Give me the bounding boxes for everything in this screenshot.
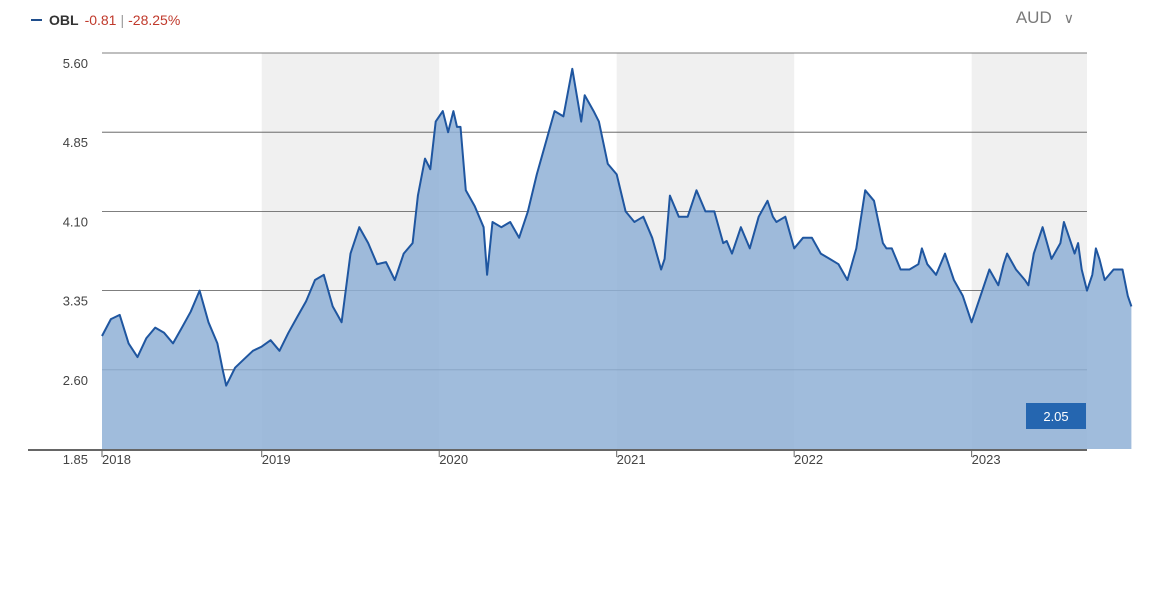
last-value-badge: 2.05 (1026, 403, 1086, 429)
series-line (101, 67, 1133, 387)
last-value-bg (1026, 403, 1086, 429)
x-tick-label: 2019 (262, 452, 291, 467)
currency-selector[interactable]: AUD ∨ (1016, 8, 1074, 28)
last-value-text: 2.05 (1043, 409, 1068, 424)
y-tick-label: 4.10 (63, 214, 88, 229)
y-tick-label: 1.85 (63, 452, 88, 467)
x-tick-label: 2021 (617, 452, 646, 467)
y-tick-label: 4.85 (63, 135, 88, 150)
legend-ticker: OBL (49, 12, 79, 28)
currency-label: AUD (1015, 8, 1052, 27)
series-line-swatch (31, 19, 42, 21)
area-layer (101, 67, 1133, 450)
y-axis: 5.60 4.85 4.10 3.35 2.60 1.85 (63, 56, 88, 467)
x-tick-label: 2022 (794, 452, 823, 467)
chevron-down-icon: ∨ (1063, 9, 1074, 26)
chart-legend: OBL -0.81 | -28.25% (31, 10, 180, 30)
y-tick-label: 3.35 (63, 294, 88, 309)
y-tick-label: 2.60 (63, 373, 88, 388)
legend-change: -0.81 (84, 12, 117, 28)
legend-separator: | (120, 12, 125, 28)
y-tick-label: 5.60 (63, 56, 88, 71)
x-axis: 2018 2019 2020 2021 2022 2023 (28, 449, 1087, 467)
x-tick-label: 2020 (439, 452, 468, 467)
x-tick-label: 2018 (102, 452, 131, 467)
legend-change-pct: -28.25% (128, 12, 181, 28)
x-tick-label: 2023 (972, 452, 1001, 467)
series-area (102, 68, 1132, 450)
